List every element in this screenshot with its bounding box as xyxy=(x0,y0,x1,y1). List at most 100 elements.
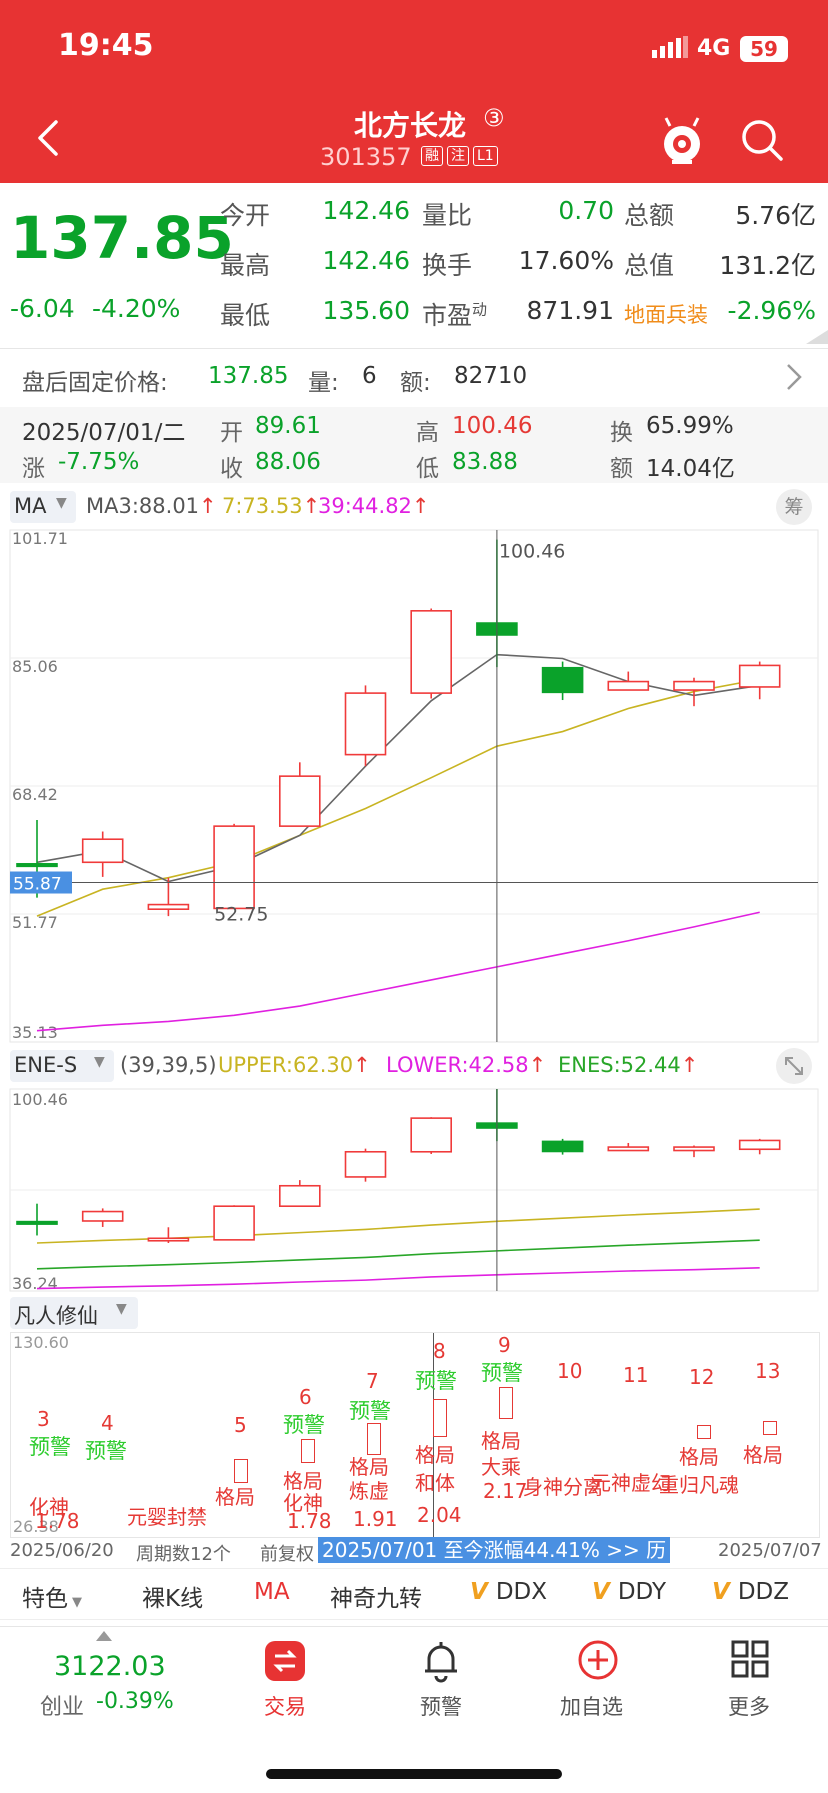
signal-text: 格局 xyxy=(349,1455,389,1479)
caret-down-icon: ▼ xyxy=(116,1301,127,1317)
ene-params: (39,39,5) xyxy=(120,1053,217,1077)
sector-label[interactable]: 地面兵装 xyxy=(624,303,708,327)
tag-attention: 注 xyxy=(447,146,469,166)
after-hours-vol-label: 量: xyxy=(308,370,339,396)
tool-feature[interactable]: 特色 ▼ xyxy=(22,1579,82,1613)
candle-body xyxy=(81,1210,124,1222)
tool-ddz[interactable]: V DDZ xyxy=(712,1579,789,1605)
arrow-up-icon: ↑ xyxy=(528,1053,547,1077)
fanren-selector-label: 凡人修仙 xyxy=(14,1304,98,1328)
signal-text: 1.78 xyxy=(287,1509,332,1533)
nav-trade[interactable]: 交易 xyxy=(230,1637,340,1727)
signal-box xyxy=(234,1459,248,1483)
nav-alert[interactable]: 预警 xyxy=(386,1637,496,1727)
signal-number: 11 xyxy=(623,1363,649,1387)
after-hours-vol: 6 xyxy=(362,363,377,389)
tag-margin: 融 xyxy=(421,146,443,166)
tool-ma[interactable]: MA xyxy=(254,1579,290,1605)
warning-label: 预警 xyxy=(349,1399,391,1423)
signal-box xyxy=(499,1387,513,1419)
adjust-mode[interactable]: 前复权 xyxy=(260,1544,314,1565)
caret-up-icon[interactable] xyxy=(96,1631,112,1641)
signal-text: 2.04 xyxy=(417,1503,462,1527)
market-cap-value: 131.2亿 xyxy=(719,251,816,280)
candle-body xyxy=(738,1139,781,1151)
ene-upper-text: UPPER:62.30 xyxy=(218,1053,354,1077)
total-amount-label: 总额 xyxy=(624,201,675,230)
indicator-toolbar: 特色 ▼ 裸K线 MA 神奇九转 V DDX V DDY V DDZ xyxy=(0,1568,828,1620)
ma39-line xyxy=(36,911,760,1032)
day-close: 88.06 xyxy=(255,449,321,475)
tool-magic-nine[interactable]: 神奇九转 xyxy=(330,1586,422,1612)
index-value[interactable]: 3122.03 xyxy=(54,1651,166,1682)
signal-text: 化神 xyxy=(29,1495,69,1519)
ma7-line xyxy=(36,678,760,917)
battery-icon: 59 xyxy=(740,36,788,62)
candle-body xyxy=(147,1237,190,1242)
status-time: 19:45 xyxy=(58,28,154,63)
arrow-up-icon: ↑ xyxy=(680,1053,699,1077)
high-label: 最高 xyxy=(220,251,271,280)
nav-alert-label: 预警 xyxy=(420,1695,462,1719)
day-amt: 14.04亿 xyxy=(646,456,735,482)
signal-text: 大乘 xyxy=(481,1455,521,1479)
search-icon[interactable] xyxy=(740,118,784,166)
nav-add-watchlist-label: 加自选 xyxy=(560,1695,623,1719)
range-end-date: 2025/07/07 xyxy=(718,1540,822,1561)
top-header: 19:45 4G 59 北方长龙 ③ 301357 融注 L1 xyxy=(0,0,828,183)
low-annotation: 52.75 xyxy=(214,904,268,926)
tool-ddx[interactable]: V DDX xyxy=(470,1579,547,1605)
period-count: 周期数12个 xyxy=(136,1544,231,1565)
pe-label-sup: 动 xyxy=(472,300,488,319)
tool-feature-label: 特色 xyxy=(22,1586,68,1612)
robot-assistant-icon[interactable] xyxy=(660,116,704,168)
stock-code: 301357 xyxy=(320,143,412,171)
ma-selector[interactable]: MA ▼ xyxy=(10,491,76,523)
arrow-up-icon: ↑ xyxy=(411,494,430,518)
day-open-label: 开 xyxy=(220,420,243,446)
chevron-right-icon xyxy=(786,363,802,395)
signal-number: 7 xyxy=(366,1369,379,1393)
nav-add-watchlist[interactable]: 加自选 xyxy=(542,1637,652,1727)
expand-icon[interactable] xyxy=(776,1048,812,1084)
tool-naked-k[interactable]: 裸K线 xyxy=(142,1586,204,1612)
high-value: 142.46 xyxy=(322,246,410,275)
ma39-value: 39:44.82↑ xyxy=(318,494,430,518)
battery-level: 59 xyxy=(750,37,778,61)
ene-selector[interactable]: ENE-S ▼ xyxy=(10,1050,114,1082)
candle-body xyxy=(541,666,584,694)
market-cap-label: 总值 xyxy=(624,251,675,280)
fanren-selector[interactable]: 凡人修仙 ▼ xyxy=(10,1297,138,1329)
stock-name: 北方长龙 xyxy=(354,109,467,142)
fanren-chart[interactable]: 130.60 26.38 3 4 5 6 7 8 9 10 11 12 13 预… xyxy=(10,1332,820,1538)
candlestick-chart[interactable]: 101.71 85.06 68.42 51.77 35.13 55.87 100.46 52.… xyxy=(0,526,828,1046)
day-low: 83.88 xyxy=(452,449,518,475)
after-hours-amt: 82710 xyxy=(454,363,528,389)
candle-body xyxy=(81,838,124,864)
last-price: 137.85 xyxy=(10,204,234,272)
low-value: 135.60 xyxy=(322,296,410,325)
signal-text: 1.91 xyxy=(353,1507,398,1531)
chip-distribution-button[interactable]: 筹 xyxy=(776,489,812,525)
ene-chart[interactable]: 100.46 36.24 xyxy=(0,1085,828,1295)
signal-number: 5 xyxy=(234,1413,247,1437)
ene-selector-label: ENE-S xyxy=(14,1053,78,1077)
signal-text: 2.17 xyxy=(483,1479,528,1503)
signal-number: 8 xyxy=(433,1339,446,1363)
axis-label: 85.06 xyxy=(12,657,58,676)
signal-text: 格局 xyxy=(283,1469,323,1493)
after-hours-row[interactable]: 盘后固定价格: 137.85 量: 6 额: 82710 xyxy=(0,349,828,405)
tool-ddy[interactable]: V DDY xyxy=(592,1579,666,1605)
nav-more[interactable]: 更多 xyxy=(698,1637,808,1727)
price-change: -6.04 xyxy=(10,294,75,323)
candle-body xyxy=(16,1220,58,1225)
network-label: 4G xyxy=(697,36,731,61)
candle-body xyxy=(541,1140,584,1153)
candle-body xyxy=(607,680,650,691)
tool-ddz-label: DDZ xyxy=(737,1579,789,1605)
back-icon[interactable] xyxy=(36,118,60,162)
corner-decoration xyxy=(806,330,828,344)
range-gain-banner[interactable]: 2025/07/01 至今涨幅44.41% >> 历 xyxy=(318,1537,671,1563)
ma39-text: 39:44.82 xyxy=(318,494,412,518)
signal-box xyxy=(433,1399,447,1437)
